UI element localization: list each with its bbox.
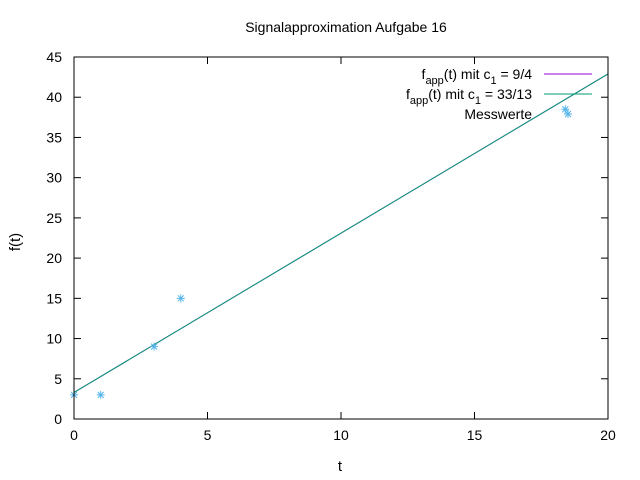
data-point [176, 294, 185, 303]
y-axis-label: f(t) [7, 233, 24, 251]
x-tick-label: 0 [70, 427, 78, 443]
x-tick-label: 20 [600, 427, 616, 443]
x-tick-label: 5 [204, 427, 212, 443]
x-tick-label: 10 [333, 427, 349, 443]
legend-label-2: fapp(t) mit c1 = 33/13 [406, 86, 532, 107]
x-tick-label: 15 [467, 427, 483, 443]
chart-title: Signalapproximation Aufgabe 16 [245, 19, 447, 35]
legend-swatch-3 [564, 110, 572, 118]
y-tick-label: 25 [46, 210, 62, 226]
legend-label-1: fapp(t) mit c1 = 9/4 [422, 66, 533, 87]
y-tick-label: 35 [46, 129, 62, 145]
y-tick-label: 45 [46, 49, 62, 65]
y-tick-label: 40 [46, 89, 62, 105]
legend-label-3: Messwerte [464, 106, 532, 122]
x-axis-label: t [338, 458, 343, 475]
data-point [150, 342, 159, 351]
plot-frame [73, 56, 609, 420]
series-line-2 [73, 73, 609, 393]
y-tick-label: 20 [46, 250, 62, 266]
y-tick-label: 5 [54, 371, 62, 387]
data-point [561, 105, 570, 114]
y-tick-label: 15 [46, 290, 62, 306]
y-tick-label: 0 [54, 411, 62, 427]
y-tick-label: 10 [46, 331, 62, 347]
y-tick-label: 30 [46, 170, 62, 186]
data-point [96, 390, 105, 399]
